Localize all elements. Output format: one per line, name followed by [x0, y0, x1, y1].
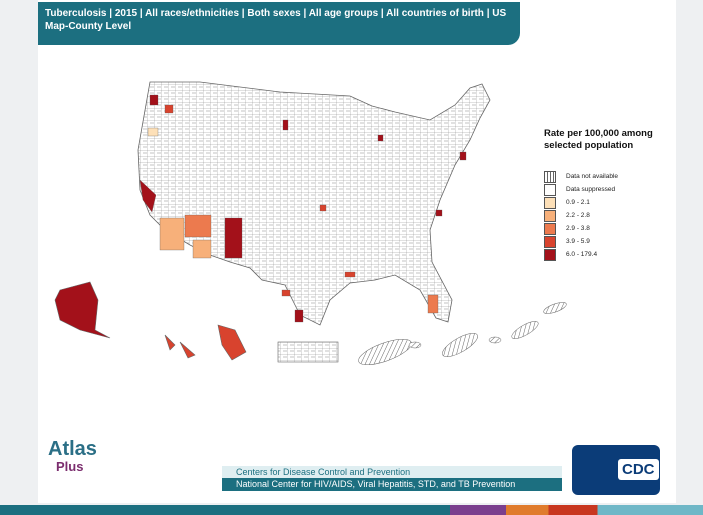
- legend-label: 3.9 - 5.9: [566, 238, 590, 245]
- legend-title: Rate per 100,000 among selected populati…: [544, 128, 653, 151]
- legend-swatch: [544, 196, 556, 209]
- alaska: [54, 281, 111, 339]
- cdc-logo: CDC: [572, 445, 660, 495]
- bottom-bar: [0, 505, 703, 515]
- high-rate-counties: [139, 94, 467, 323]
- legend-label: Data not available: [566, 173, 619, 180]
- logo-name: Atlas: [48, 438, 97, 460]
- us-mainland: [137, 81, 491, 326]
- legend-swatch: [544, 183, 556, 196]
- legend-swatch: [544, 209, 556, 222]
- legend-swatch: [544, 222, 556, 235]
- hawaii: [164, 324, 247, 361]
- atlasplus-logo: Atlas Plus: [48, 438, 97, 476]
- legend-item: 3.9 - 5.9: [544, 235, 674, 248]
- legend-item: 6.0 - 179.4: [544, 248, 674, 261]
- legend-label: 0.9 - 2.1: [566, 199, 590, 206]
- legend-items: Data not available Data suppressed 0.9 - 2…: [544, 170, 674, 261]
- legend-item: 2.2 - 2.8: [544, 209, 674, 222]
- puerto-rico: [277, 341, 339, 363]
- legend-item: Data suppressed: [544, 183, 674, 196]
- header-subtitle: Map-County Level: [45, 21, 132, 32]
- legend-swatch: [544, 170, 556, 183]
- legend-item: Data not available: [544, 170, 674, 183]
- footer-line: Centers for Disease Control and Preventi…: [222, 466, 562, 478]
- legend-label: 2.9 - 3.8: [566, 225, 590, 232]
- legend-swatch: [544, 248, 556, 261]
- territories: [358, 302, 567, 366]
- legend-label: 6.0 - 179.4: [566, 251, 598, 258]
- header-title: Tuberculosis | 2015 | All races/ethnicit…: [45, 8, 507, 19]
- header: Tuberculosis | 2015 | All races/ethnicit…: [38, 2, 520, 45]
- legend-label: Data suppressed: [566, 186, 616, 193]
- legend: Rate per 100,000 among selected populati…: [544, 128, 674, 261]
- legend-item: 2.9 - 3.8: [544, 222, 674, 235]
- footer-line: National Center for HIV/AIDS, Viral Hepa…: [222, 478, 562, 491]
- legend-item: 0.9 - 2.1: [544, 196, 674, 209]
- legend-swatch: [544, 235, 556, 248]
- cdc-logo-text: CDC: [618, 459, 659, 480]
- logo-suffix: Plus: [56, 459, 84, 474]
- legend-label: 2.2 - 2.8: [566, 212, 590, 219]
